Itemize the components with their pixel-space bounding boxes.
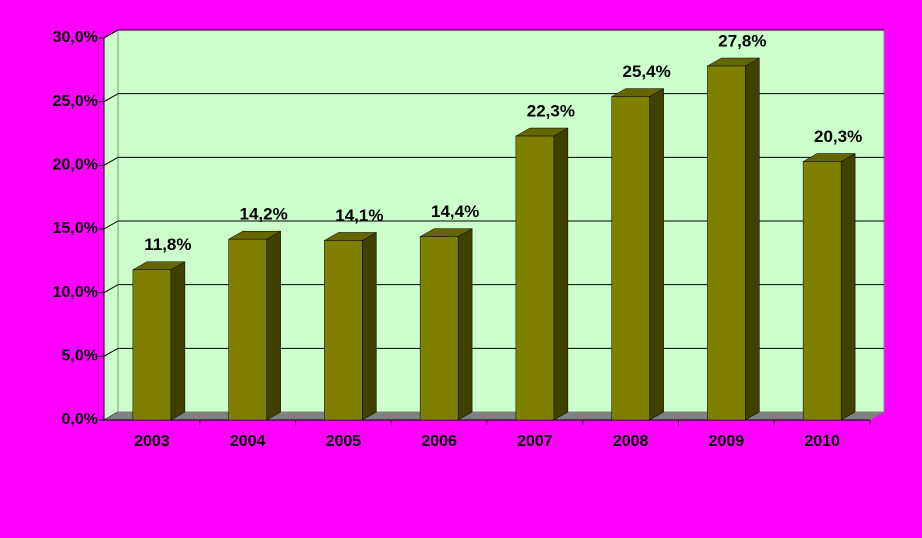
- y-tick-label: 20,0%: [53, 157, 98, 174]
- bar-side: [170, 261, 186, 421]
- grid-line: [103, 220, 119, 230]
- data-label: 11,8%: [144, 235, 191, 254]
- bar: [515, 135, 555, 421]
- y-tick-label: 10,0%: [53, 284, 98, 301]
- x-tick-label: 2006: [421, 433, 457, 450]
- bar-side: [457, 228, 473, 421]
- data-label: 22,3%: [527, 102, 575, 121]
- floor: [104, 412, 884, 420]
- y-tick-label: 15,0%: [53, 220, 98, 237]
- data-label: 27,8%: [718, 31, 766, 50]
- x-tick-label: 2009: [709, 433, 745, 450]
- data-label: 14,2%: [240, 205, 288, 224]
- data-label: 14,4%: [431, 202, 479, 221]
- bar: [611, 96, 650, 421]
- grid-line: [103, 347, 119, 357]
- y-tick-label: 5,0%: [62, 348, 98, 365]
- x-tick-label: 2004: [230, 433, 266, 450]
- x-tick-label: 2010: [804, 433, 840, 450]
- bar: [802, 161, 842, 421]
- bar: [228, 238, 267, 421]
- bar: [132, 269, 172, 421]
- bar-side: [840, 153, 856, 421]
- x-tick-label: 2007: [517, 433, 553, 450]
- data-label: 14,1%: [335, 206, 383, 225]
- data-label: 20,3%: [814, 127, 862, 146]
- grid-line: [103, 93, 119, 103]
- bar-side: [745, 57, 760, 421]
- data-label: 25,4%: [623, 62, 671, 81]
- bar-side: [553, 127, 569, 421]
- bar-side: [649, 88, 664, 421]
- bar: [324, 240, 363, 421]
- bar: [707, 65, 746, 421]
- x-tick-label: 2008: [613, 433, 649, 450]
- grid-line: [103, 284, 119, 294]
- bar: [419, 236, 459, 421]
- y-tick-label: 0,0%: [62, 411, 98, 428]
- grid-line: [103, 29, 119, 39]
- y-tick-label: 25,0%: [53, 93, 98, 110]
- bar-side: [362, 232, 377, 421]
- x-tick-label: 2005: [326, 433, 362, 450]
- x-tick-label: 2003: [134, 433, 170, 450]
- bar-side: [266, 230, 281, 421]
- grid-line: [103, 156, 119, 166]
- y-tick-label: 30,0%: [53, 29, 98, 46]
